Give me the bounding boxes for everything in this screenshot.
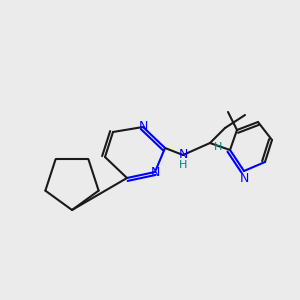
Text: N: N (138, 121, 148, 134)
Text: N: N (178, 148, 188, 161)
Text: H: H (214, 142, 222, 152)
Text: N: N (239, 172, 249, 185)
Text: N: N (150, 166, 160, 178)
Text: H: H (179, 160, 187, 170)
